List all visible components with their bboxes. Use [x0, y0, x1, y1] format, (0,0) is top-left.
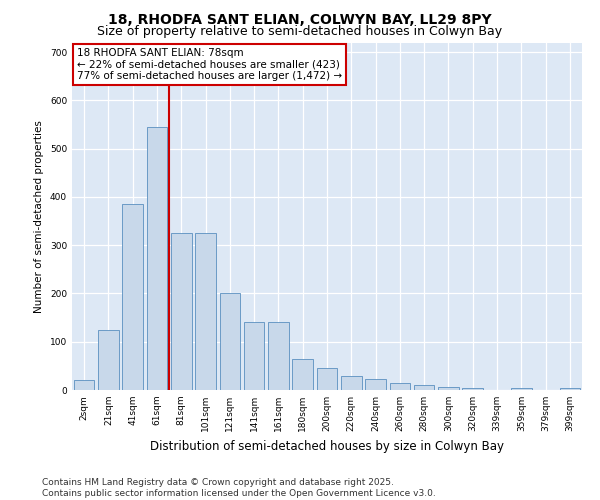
Bar [122, 204, 143, 390]
Bar [463, 388, 483, 390]
Text: 18 RHODFA SANT ELIAN: 78sqm
← 22% of semi-detached houses are smaller (423)
77% : 18 RHODFA SANT ELIAN: 78sqm ← 22% of sem… [77, 48, 342, 81]
Bar [511, 388, 532, 390]
Bar [438, 386, 459, 390]
Bar [74, 380, 94, 390]
Bar [341, 376, 362, 390]
Bar [292, 358, 313, 390]
Bar [317, 368, 337, 390]
Text: 18, RHODFA SANT ELIAN, COLWYN BAY, LL29 8PY: 18, RHODFA SANT ELIAN, COLWYN BAY, LL29 … [108, 12, 492, 26]
Bar [560, 388, 580, 390]
Bar [195, 233, 216, 390]
Bar [389, 383, 410, 390]
Bar [98, 330, 119, 390]
Bar [146, 127, 167, 390]
Y-axis label: Number of semi-detached properties: Number of semi-detached properties [34, 120, 44, 312]
Text: Size of property relative to semi-detached houses in Colwyn Bay: Size of property relative to semi-detach… [97, 25, 503, 38]
Bar [244, 322, 265, 390]
Bar [414, 385, 434, 390]
Bar [220, 294, 240, 390]
Bar [171, 233, 191, 390]
Bar [268, 322, 289, 390]
Bar [365, 380, 386, 390]
X-axis label: Distribution of semi-detached houses by size in Colwyn Bay: Distribution of semi-detached houses by … [150, 440, 504, 452]
Text: Contains HM Land Registry data © Crown copyright and database right 2025.
Contai: Contains HM Land Registry data © Crown c… [42, 478, 436, 498]
